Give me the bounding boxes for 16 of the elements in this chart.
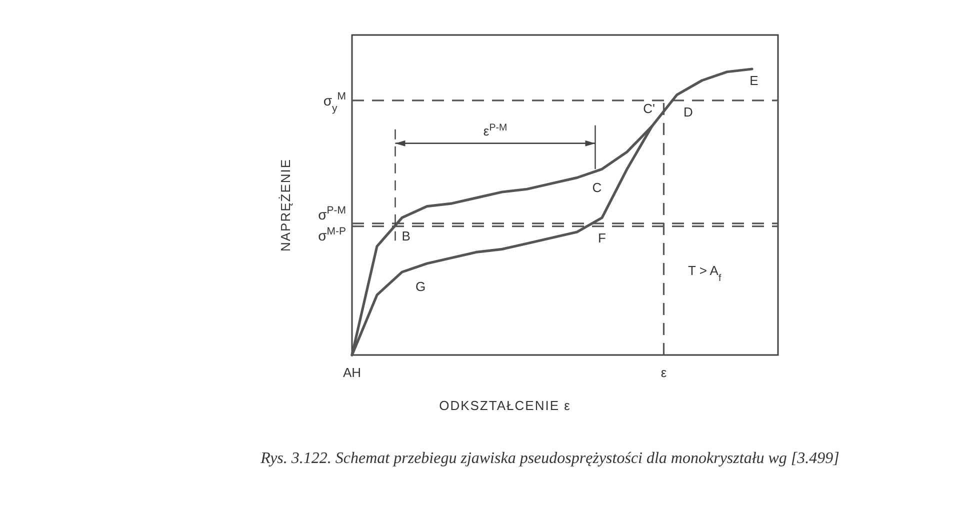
annotation: D [684, 104, 693, 120]
annotation: C' [643, 100, 655, 116]
annotation: F [598, 230, 606, 246]
x-axis-title: ODKSZTAŁCENIE ε [439, 398, 571, 413]
ref-line-label: σ$^{M-P}$ [318, 225, 346, 244]
annotation: G [416, 278, 426, 294]
y-axis-title: NAPRĘŻENIE [278, 158, 293, 252]
ref-line-label: σ$^{P-M}$ [318, 204, 346, 222]
text: Rys. 3.122. Schemat przebiegu zjawiska pseudosprężystości dla monokryształu wg [3.499] [260, 450, 840, 467]
annotation: ε$^{P-M}$ [483, 122, 508, 138]
annotation: T > A$_{f}$ [688, 262, 722, 284]
annotation: B [402, 228, 410, 244]
text: AH [342, 365, 362, 380]
text: ε [660, 365, 667, 380]
annotation: E [750, 73, 759, 88]
annotation: C [592, 180, 602, 195]
